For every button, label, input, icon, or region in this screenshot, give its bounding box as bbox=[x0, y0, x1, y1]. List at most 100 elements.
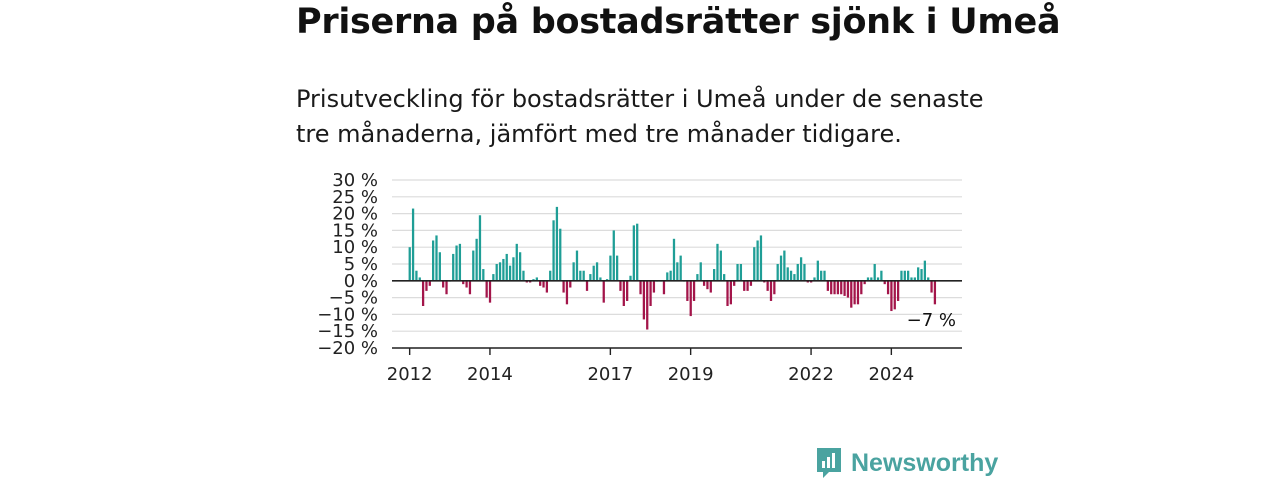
bar bbox=[793, 274, 796, 281]
bar bbox=[565, 280, 569, 305]
bar bbox=[870, 277, 873, 281]
bar bbox=[813, 277, 816, 281]
bar bbox=[542, 280, 545, 288]
bar bbox=[876, 277, 880, 281]
bar bbox=[626, 280, 629, 301]
y-tick-label: 10 % bbox=[332, 237, 378, 258]
bar bbox=[432, 240, 435, 281]
bar bbox=[873, 264, 876, 281]
bar bbox=[712, 269, 716, 281]
bar bbox=[893, 280, 896, 310]
bar bbox=[549, 270, 552, 281]
bar bbox=[773, 280, 776, 295]
bar bbox=[642, 280, 646, 320]
bar bbox=[743, 280, 746, 291]
bar bbox=[692, 280, 696, 301]
y-tick-label: −10 % bbox=[317, 304, 378, 325]
x-tick-label: 2012 bbox=[387, 364, 433, 385]
bar bbox=[766, 280, 769, 291]
newsworthy-brand: Newsworthy bbox=[815, 446, 998, 480]
bar bbox=[505, 253, 508, 281]
bar bbox=[733, 280, 736, 286]
bar bbox=[776, 264, 779, 281]
bar bbox=[669, 270, 672, 281]
bar bbox=[853, 280, 856, 305]
bar bbox=[836, 280, 840, 295]
bar bbox=[465, 280, 468, 288]
y-tick-label: −15 % bbox=[317, 321, 378, 342]
bar bbox=[913, 277, 916, 281]
bar bbox=[702, 280, 706, 286]
bar bbox=[585, 280, 589, 291]
bar bbox=[900, 270, 903, 281]
bar bbox=[532, 279, 535, 281]
y-tick-label: 20 % bbox=[332, 204, 378, 225]
bar bbox=[856, 280, 860, 305]
bar bbox=[478, 215, 482, 281]
y-tick-label: 5 % bbox=[344, 254, 378, 275]
bar bbox=[452, 253, 455, 281]
bar bbox=[763, 280, 766, 283]
bar bbox=[746, 280, 749, 291]
bar bbox=[896, 280, 900, 301]
bar bbox=[408, 247, 411, 281]
y-tick-label: 25 % bbox=[332, 187, 378, 208]
bar bbox=[796, 264, 799, 281]
bar bbox=[699, 262, 702, 281]
bar bbox=[726, 280, 729, 306]
newsworthy-logo-icon bbox=[817, 448, 841, 478]
bar bbox=[418, 277, 421, 281]
bar bbox=[438, 252, 441, 281]
bar bbox=[529, 280, 532, 283]
last-value-annotation: −7 % bbox=[907, 310, 956, 331]
bar bbox=[850, 280, 853, 308]
bar bbox=[686, 280, 689, 301]
bar bbox=[468, 280, 472, 295]
bar bbox=[759, 235, 763, 281]
bar bbox=[672, 238, 676, 281]
bar bbox=[518, 252, 522, 281]
bar bbox=[619, 280, 622, 291]
bar bbox=[539, 280, 542, 286]
bar bbox=[706, 280, 709, 290]
bar bbox=[455, 245, 458, 281]
bar bbox=[846, 280, 850, 298]
bar bbox=[679, 255, 682, 281]
bar bbox=[863, 280, 866, 285]
bar bbox=[883, 280, 886, 285]
bar bbox=[605, 279, 609, 281]
bar bbox=[575, 250, 579, 281]
bar bbox=[512, 257, 515, 281]
bar bbox=[806, 280, 809, 283]
y-tick-label: 15 % bbox=[332, 220, 378, 241]
bar bbox=[411, 208, 415, 281]
bar bbox=[552, 220, 555, 281]
bar bbox=[666, 272, 669, 281]
bar bbox=[595, 262, 599, 281]
bar bbox=[866, 277, 870, 281]
bar bbox=[508, 265, 512, 281]
bar bbox=[930, 280, 933, 293]
bar bbox=[445, 280, 448, 295]
bar bbox=[458, 243, 462, 281]
bar bbox=[917, 267, 920, 281]
bar bbox=[592, 265, 595, 281]
y-tick-label: 30 % bbox=[332, 170, 378, 191]
bar bbox=[562, 280, 565, 293]
bar bbox=[826, 280, 829, 291]
bar bbox=[492, 274, 495, 281]
bar bbox=[515, 243, 518, 281]
bar bbox=[716, 243, 719, 281]
x-tick-label: 2022 bbox=[788, 364, 834, 385]
bar bbox=[786, 267, 789, 281]
chart-title: Priserna på bostadsrätter sjönk i Umeå bbox=[296, 2, 1061, 42]
bar bbox=[910, 277, 913, 281]
bar bbox=[749, 280, 753, 286]
bar bbox=[810, 280, 813, 283]
x-tick-label: 2014 bbox=[467, 364, 513, 385]
bar bbox=[736, 264, 739, 281]
bar bbox=[545, 280, 549, 293]
bar bbox=[646, 280, 649, 330]
bar bbox=[569, 280, 572, 288]
